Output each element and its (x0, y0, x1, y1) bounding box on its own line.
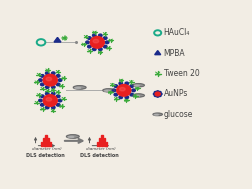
Circle shape (158, 95, 161, 97)
Circle shape (156, 95, 158, 97)
Text: diameter (nm): diameter (nm) (32, 147, 61, 151)
Circle shape (98, 34, 102, 37)
Text: diameter (nm): diameter (nm) (85, 147, 115, 151)
Bar (96, 142, 98, 146)
Bar (103, 139, 105, 146)
Ellipse shape (104, 90, 109, 91)
Circle shape (114, 93, 117, 96)
Ellipse shape (153, 114, 158, 115)
Circle shape (40, 83, 44, 86)
Circle shape (51, 92, 55, 95)
Ellipse shape (93, 40, 98, 43)
Ellipse shape (132, 84, 144, 87)
Ellipse shape (75, 87, 80, 89)
Bar (43, 138, 44, 146)
Bar (41, 142, 42, 146)
Circle shape (131, 89, 135, 92)
Circle shape (39, 79, 42, 81)
Text: HAuCl₄: HAuCl₄ (163, 28, 189, 37)
Polygon shape (54, 37, 61, 42)
Circle shape (45, 92, 49, 95)
Circle shape (58, 99, 61, 102)
Circle shape (58, 79, 61, 81)
Circle shape (153, 93, 155, 95)
Ellipse shape (134, 95, 139, 97)
Circle shape (92, 48, 96, 50)
Circle shape (158, 91, 161, 93)
Circle shape (130, 93, 133, 96)
Text: MPBA: MPBA (163, 49, 184, 58)
Ellipse shape (119, 88, 125, 91)
Circle shape (156, 91, 158, 93)
Circle shape (105, 41, 108, 44)
Circle shape (92, 34, 96, 37)
Circle shape (56, 95, 60, 98)
Circle shape (51, 86, 55, 88)
Bar (45, 135, 46, 146)
Circle shape (51, 72, 55, 74)
Bar (101, 135, 102, 146)
Bar (99, 138, 100, 146)
Circle shape (103, 37, 107, 39)
Ellipse shape (73, 86, 86, 89)
Circle shape (154, 95, 156, 97)
Circle shape (154, 91, 156, 93)
Circle shape (154, 92, 160, 96)
Circle shape (118, 82, 122, 85)
Ellipse shape (46, 98, 51, 101)
Ellipse shape (43, 95, 57, 106)
Circle shape (45, 72, 49, 74)
Ellipse shape (66, 135, 79, 138)
Circle shape (98, 48, 102, 50)
Circle shape (39, 99, 42, 102)
Circle shape (114, 85, 117, 87)
Circle shape (40, 75, 44, 77)
Ellipse shape (102, 89, 114, 92)
Ellipse shape (90, 36, 104, 48)
Circle shape (87, 45, 91, 48)
Circle shape (56, 75, 60, 77)
Circle shape (56, 104, 60, 106)
Circle shape (159, 93, 161, 95)
Bar (105, 142, 107, 146)
Ellipse shape (152, 113, 162, 116)
Circle shape (85, 41, 89, 44)
Circle shape (118, 96, 122, 99)
Ellipse shape (134, 85, 139, 86)
Ellipse shape (46, 77, 51, 81)
Circle shape (40, 104, 44, 106)
Circle shape (124, 82, 128, 85)
Circle shape (130, 85, 133, 87)
Circle shape (124, 96, 128, 99)
Ellipse shape (68, 136, 74, 138)
Circle shape (87, 37, 91, 39)
Ellipse shape (116, 84, 130, 96)
Bar (49, 142, 50, 146)
Bar (47, 138, 48, 146)
Text: DLS detection: DLS detection (25, 153, 64, 158)
Circle shape (112, 89, 115, 92)
Circle shape (45, 106, 49, 109)
Circle shape (103, 45, 107, 48)
Text: Tween 20: Tween 20 (163, 69, 199, 78)
Ellipse shape (132, 94, 144, 97)
Circle shape (40, 95, 44, 98)
Text: glucose: glucose (163, 110, 192, 119)
Text: DLS detection: DLS detection (80, 153, 118, 158)
Circle shape (51, 106, 55, 109)
Circle shape (56, 83, 60, 86)
Ellipse shape (43, 74, 57, 86)
Text: AuNPs: AuNPs (163, 89, 187, 98)
Circle shape (45, 86, 49, 88)
Polygon shape (154, 51, 160, 55)
